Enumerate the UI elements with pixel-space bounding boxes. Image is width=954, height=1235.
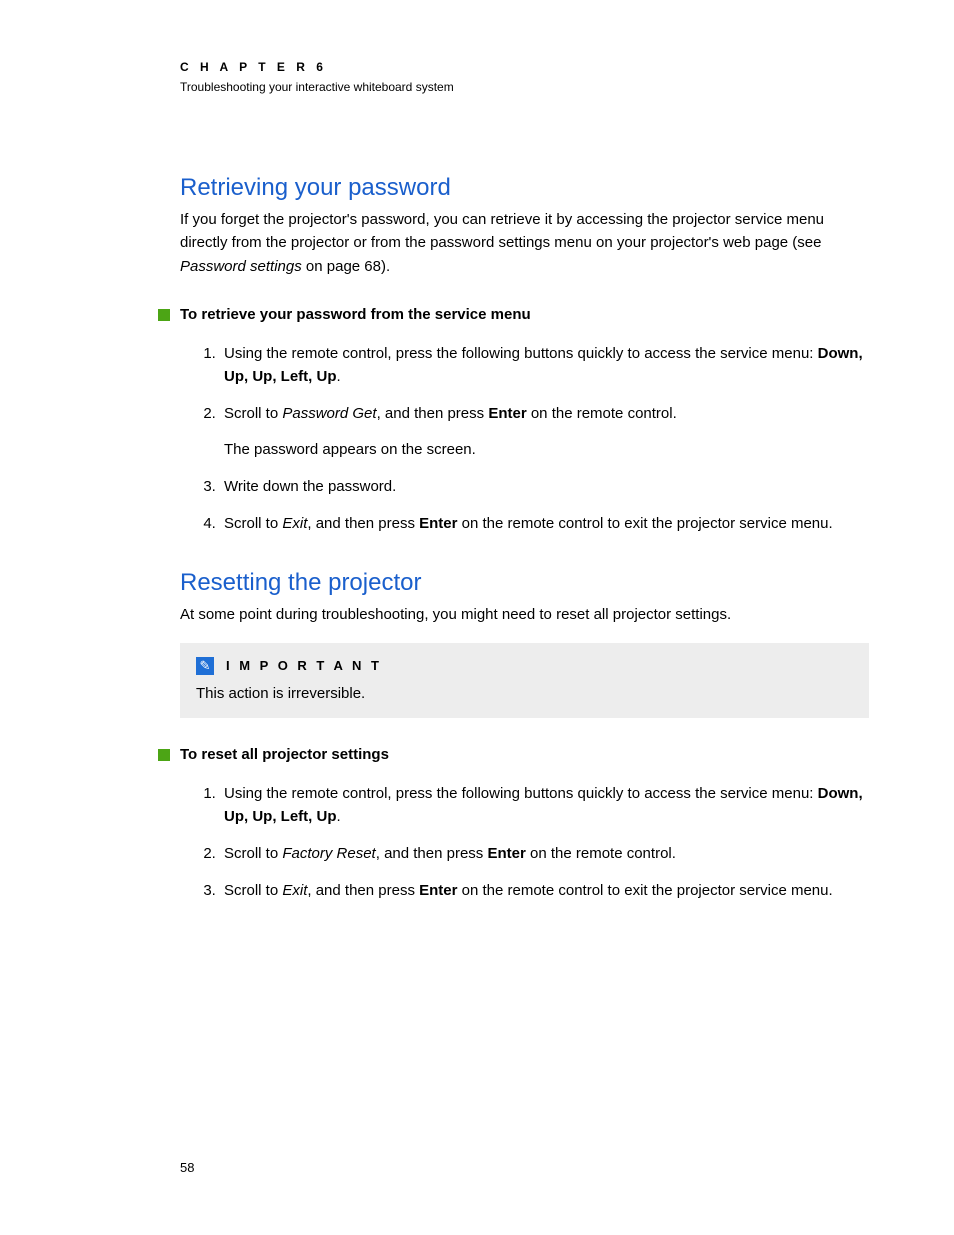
chapter-subtitle: Troubleshooting your interactive whitebo… xyxy=(180,80,869,94)
section-intro: At some point during troubleshooting, yo… xyxy=(180,603,869,626)
step-text: Using the remote control, press the foll… xyxy=(224,785,818,802)
step-item: Scroll to Exit, and then press Enter on … xyxy=(220,879,869,902)
intro-text-post: on page 68). xyxy=(302,258,390,275)
step-text: Scroll to xyxy=(224,882,282,899)
task-title: To reset all projector settings xyxy=(180,746,389,763)
steps-list: Using the remote control, press the foll… xyxy=(200,342,869,536)
step-em: Factory Reset xyxy=(282,845,375,862)
section-title: Retrieving your password xyxy=(180,174,869,202)
step-text: on the remote control to exit the projec… xyxy=(457,882,832,899)
pencil-icon: ✎ xyxy=(196,657,214,675)
step-item: Scroll to Password Get, and then press E… xyxy=(220,402,869,461)
important-callout: ✎ I M P O R T A N T This action is irrev… xyxy=(180,643,869,718)
step-text-post: . xyxy=(337,368,341,385)
section-retrieving-password: Retrieving your password If you forget t… xyxy=(180,174,869,535)
callout-header: ✎ I M P O R T A N T xyxy=(196,657,853,675)
step-em: Exit xyxy=(282,882,307,899)
task-bullet-icon xyxy=(158,309,170,321)
doc-page: C H A P T E R 6 Troubleshooting your int… xyxy=(0,0,954,1235)
intro-link[interactable]: Password settings xyxy=(180,258,302,275)
step-text: Using the remote control, press the foll… xyxy=(224,345,818,362)
callout-body: This action is irreversible. xyxy=(196,685,853,702)
step-em: Password Get xyxy=(282,405,376,422)
step-text: on the remote control to exit the projec… xyxy=(457,515,832,532)
step-text: , and then press xyxy=(307,515,419,532)
task-bullet-icon xyxy=(158,749,170,761)
step-item: Write down the password. xyxy=(220,475,869,498)
task-title: To retrieve your password from the servi… xyxy=(180,306,531,323)
step-bold: Enter xyxy=(488,405,526,422)
step-em: Exit xyxy=(282,515,307,532)
step-text: , and then press xyxy=(307,882,419,899)
section-intro: If you forget the projector's password, … xyxy=(180,208,869,278)
step-item: Scroll to Exit, and then press Enter on … xyxy=(220,512,869,535)
step-text: , and then press xyxy=(377,405,489,422)
steps-list: Using the remote control, press the foll… xyxy=(200,782,869,903)
task-heading-row: To retrieve your password from the servi… xyxy=(180,306,869,324)
section-resetting-projector: Resetting the projector At some point du… xyxy=(180,569,869,902)
step-note: The password appears on the screen. xyxy=(224,438,869,461)
callout-label: I M P O R T A N T xyxy=(226,658,382,673)
intro-text-pre: If you forget the projector's password, … xyxy=(180,211,824,251)
step-bold: Enter xyxy=(419,515,457,532)
chapter-label: C H A P T E R 6 xyxy=(180,60,869,74)
step-text: on the remote control. xyxy=(527,405,677,422)
step-item: Using the remote control, press the foll… xyxy=(220,782,869,829)
step-text: , and then press xyxy=(376,845,488,862)
step-item: Scroll to Factory Reset, and then press … xyxy=(220,842,869,865)
section-title: Resetting the projector xyxy=(180,569,869,597)
step-bold: Enter xyxy=(487,845,525,862)
step-text: Scroll to xyxy=(224,405,282,422)
step-text: Scroll to xyxy=(224,515,282,532)
step-bold: Enter xyxy=(419,882,457,899)
step-item: Using the remote control, press the foll… xyxy=(220,342,869,389)
step-text-post: . xyxy=(337,808,341,825)
page-number: 58 xyxy=(180,1160,194,1175)
task-heading-row: To reset all projector settings xyxy=(180,746,869,764)
step-text: on the remote control. xyxy=(526,845,676,862)
step-text: Scroll to xyxy=(224,845,282,862)
